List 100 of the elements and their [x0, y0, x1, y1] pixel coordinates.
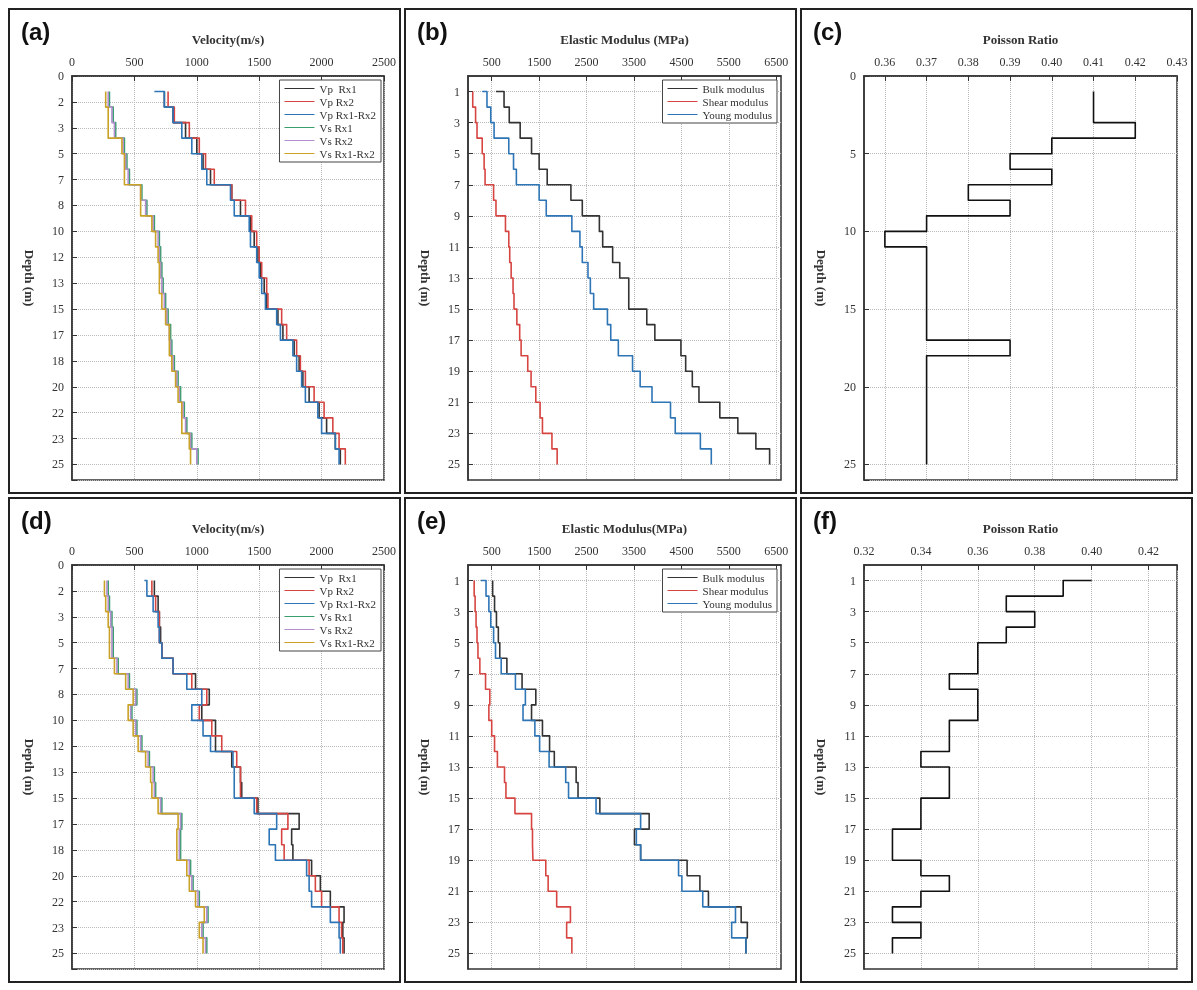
y-tick-label: 3 [58, 609, 64, 624]
y-tick-label: 15 [844, 791, 856, 806]
y-tick-label: 11 [844, 728, 856, 743]
x-tick-label: 0.32 [853, 544, 875, 558]
legend-label: Young modulus [702, 108, 773, 121]
x-axis-title: Velocity(m/s) [191, 32, 265, 47]
y-tick-label: 5 [454, 635, 460, 650]
y-tick-label: 20 [52, 868, 64, 883]
y-tick-label: 15 [844, 302, 856, 317]
legend-label: Vs Rx2 [319, 623, 353, 636]
y-tick-label: 22 [52, 894, 64, 909]
x-tick-label: 0.40 [1081, 544, 1103, 558]
y-tick-label: 17 [844, 822, 856, 837]
y-tick-label: 22 [52, 405, 64, 420]
x-axis-title: Elastic Modulus (MPa) [560, 32, 689, 47]
y-tick-label: 25 [844, 946, 856, 961]
y-tick-label: 9 [454, 208, 460, 223]
x-tick-label: 2500 [372, 544, 396, 558]
x-tick-label: 5500 [716, 55, 741, 69]
chart-title: (a) [21, 17, 51, 45]
y-tick-label: 9 [454, 697, 460, 712]
y-tick-label: 15 [52, 791, 64, 806]
legend-label: Vs Rx1 [319, 121, 353, 134]
y-tick-label: 13 [448, 271, 460, 285]
y-tick-label: 0 [58, 69, 64, 83]
y-tick-label: 10 [52, 713, 64, 728]
y-tick-label: 1 [454, 573, 460, 588]
y-axis-title: Depth (m) [814, 738, 829, 796]
y-tick-label: 7 [58, 661, 64, 676]
y-tick-label: 11 [448, 239, 460, 254]
x-tick-label: 3500 [621, 55, 646, 69]
chart-title: (d) [21, 506, 52, 534]
y-tick-label: 2 [58, 583, 64, 598]
y-tick-label: 3 [58, 120, 64, 135]
y-tick-label: 25 [448, 946, 460, 961]
y-tick-label: 25 [844, 457, 856, 472]
y-tick-label: 23 [52, 920, 64, 935]
legend-label: Vs Rx1-Rx2 [319, 636, 375, 649]
x-tick-label: 1500 [247, 55, 272, 69]
y-tick-label: 5 [850, 635, 856, 650]
x-tick-label: 0.40 [1041, 55, 1063, 69]
y-tick-label: 21 [844, 884, 856, 899]
x-axis-title: Velocity(m/s) [191, 521, 265, 536]
y-tick-label: 21 [448, 395, 460, 410]
legend-label: Vs Rx2 [319, 134, 353, 147]
legend-label: Vs Rx1 [319, 610, 353, 623]
y-tick-label: 12 [52, 250, 64, 265]
legend-label: Bulk modulus [702, 82, 765, 95]
chart-title: (e) [417, 506, 447, 534]
y-tick-label: 25 [52, 457, 64, 472]
legend-label: Vp Rx1 [319, 82, 357, 95]
y-tick-label: 13 [844, 760, 856, 774]
legend-label: Vp Rx2 [319, 584, 354, 597]
y-tick-label: 3 [454, 604, 460, 619]
y-tick-label: 19 [844, 853, 856, 868]
legend-label: Vp Rx2 [319, 95, 354, 108]
y-tick-label: 15 [448, 791, 460, 806]
legend-label: Young modulus [702, 597, 773, 610]
legend-label: Vp Rx1 [319, 571, 357, 584]
y-tick-label: 11 [448, 728, 460, 743]
y-tick-label: 8 [58, 198, 64, 213]
x-tick-label: 0.42 [1138, 544, 1160, 558]
x-tick-label: 500 [482, 544, 501, 558]
y-tick-label: 13 [52, 276, 64, 291]
y-tick-label: 5 [454, 146, 460, 161]
x-tick-label: 0.38 [1024, 544, 1046, 558]
y-tick-label: 9 [850, 697, 856, 712]
x-tick-label: 6500 [764, 544, 789, 558]
x-tick-label: 2000 [309, 55, 334, 69]
legend-label: Vp Rx1-Rx2 [319, 597, 376, 610]
y-tick-label: 5 [58, 146, 64, 161]
y-tick-label: 3 [850, 604, 856, 619]
x-tick-label: 0.39 [999, 55, 1021, 69]
x-tick-label: 5500 [716, 544, 741, 558]
x-tick-label: 1000 [184, 544, 209, 558]
x-tick-label: 1500 [527, 55, 552, 69]
y-tick-label: 19 [448, 853, 460, 868]
x-tick-label: 6500 [764, 55, 789, 69]
y-tick-label: 20 [52, 379, 64, 394]
y-tick-label: 0 [850, 69, 856, 83]
x-tick-label: 500 [482, 55, 501, 69]
y-tick-label: 7 [58, 172, 64, 187]
chart-title: (f) [813, 506, 837, 534]
y-tick-label: 7 [454, 666, 460, 681]
y-axis-title: Depth (m) [418, 249, 433, 307]
x-tick-label: 1000 [184, 55, 209, 69]
y-tick-label: 20 [844, 379, 856, 394]
y-tick-label: 5 [58, 635, 64, 650]
y-axis-title: Depth (m) [22, 738, 37, 796]
y-tick-label: 17 [448, 822, 460, 837]
x-tick-label: 0 [69, 544, 75, 558]
legend-label: Vp Rx1-Rx2 [319, 108, 376, 121]
y-tick-label: 25 [448, 457, 460, 472]
y-tick-label: 17 [52, 816, 64, 831]
legend-label: Bulk modulus [702, 571, 765, 584]
x-tick-label: 0.42 [1124, 55, 1146, 69]
x-axis-title: Poisson Ratio [982, 521, 1059, 536]
y-axis-title: Depth (m) [814, 249, 829, 307]
x-tick-label: 4500 [669, 55, 694, 69]
y-tick-label: 15 [448, 302, 460, 317]
